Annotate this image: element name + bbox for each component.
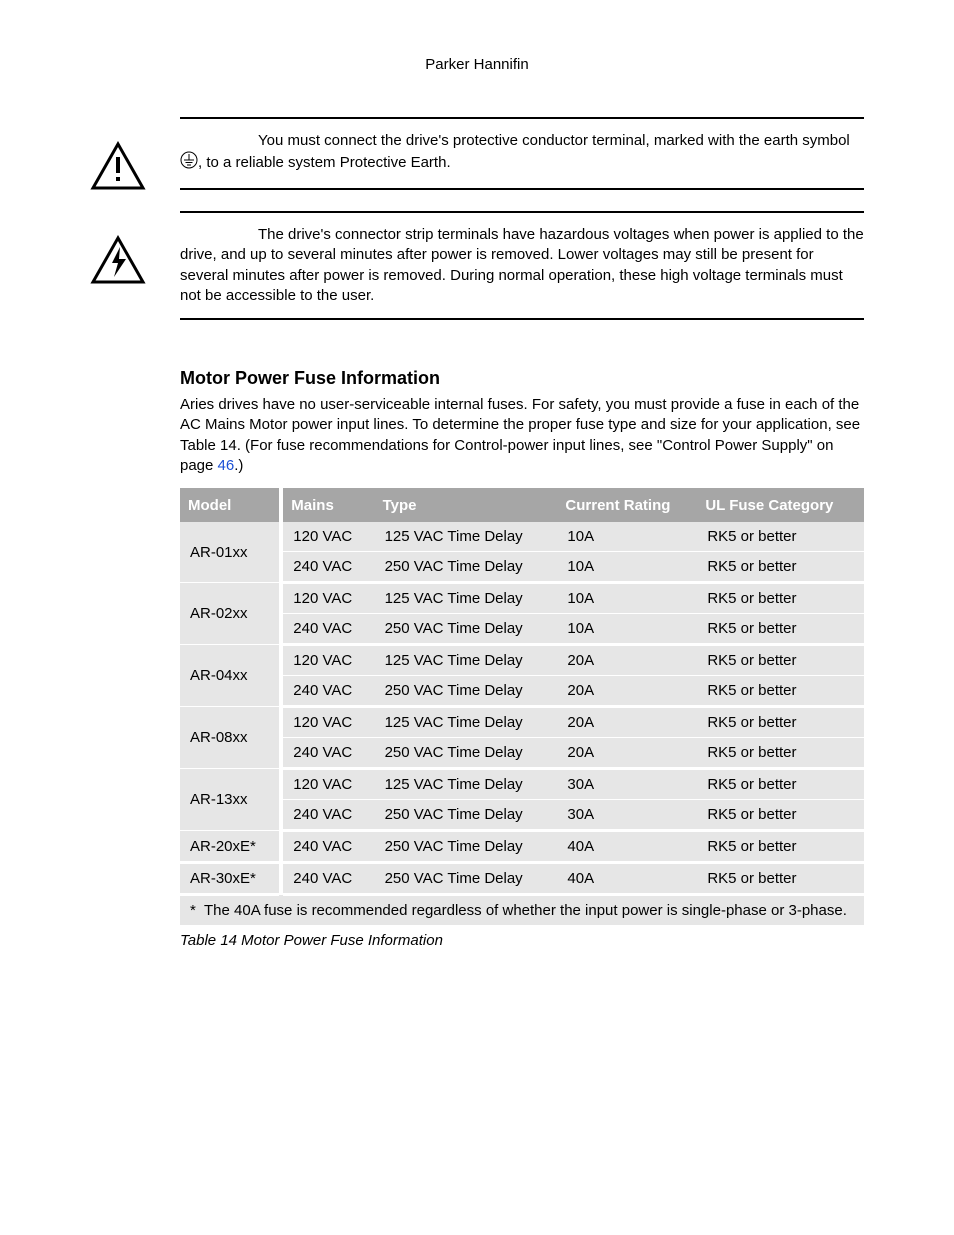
warning-text-body: The drive's connector strip terminals ha… (180, 226, 864, 304)
page-link-46[interactable]: 46 (218, 457, 235, 474)
cell-type: 125 VAC Time Delay (375, 645, 558, 676)
table-caption: Table 14 Motor Power Fuse Information (180, 932, 864, 949)
cell-current: 20A (557, 645, 697, 676)
para-a: Aries drives have no user-serviceable in… (180, 396, 860, 474)
table-row: 240 VAC250 VAC Time Delay30ARK5 or bette… (180, 800, 864, 831)
page-header: Parker Hannifin (90, 56, 864, 73)
cell-mains: 240 VAC (283, 676, 374, 707)
cell-type: 250 VAC Time Delay (375, 738, 558, 769)
section-paragraph: Aries drives have no user-serviceable in… (180, 395, 864, 476)
para-b: .) (234, 457, 243, 474)
table-header-row: Model Mains Type Current Rating UL Fuse … (180, 488, 864, 522)
cell-type: 250 VAC Time Delay (375, 614, 558, 645)
cell-mains: 120 VAC (283, 769, 374, 800)
table-row: 240 VAC250 VAC Time Delay20ARK5 or bette… (180, 676, 864, 707)
page: Parker Hannifin You must connect the dri… (0, 0, 954, 1009)
cell-model: AR-02xx (180, 583, 279, 645)
cell-model: AR-20xE* (180, 831, 279, 863)
cell-mains: 120 VAC (283, 522, 374, 552)
cell-model: AR-30xE* (180, 863, 279, 895)
cell-type: 250 VAC Time Delay (375, 552, 558, 583)
cell-ul: RK5 or better (697, 863, 864, 895)
cell-ul: RK5 or better (697, 522, 864, 552)
cell-model: AR-04xx (180, 645, 279, 707)
table-row: AR-13xx120 VAC125 VAC Time Delay30ARK5 o… (180, 769, 864, 800)
table-row: 240 VAC250 VAC Time Delay10ARK5 or bette… (180, 552, 864, 583)
cell-type: 125 VAC Time Delay (375, 769, 558, 800)
cell-current: 20A (557, 707, 697, 738)
warning-text: The drive's connector strip terminals ha… (180, 211, 864, 320)
cell-mains: 120 VAC (283, 707, 374, 738)
cell-type: 125 VAC Time Delay (375, 707, 558, 738)
table-row: AR-20xE*240 VAC250 VAC Time Delay40ARK5 … (180, 831, 864, 863)
col-current: Current Rating (557, 488, 697, 522)
cell-mains: 120 VAC (283, 645, 374, 676)
warning-protective-earth: You must connect the drive's protective … (90, 117, 864, 195)
warning-text-b: , to a reliable system Protective Earth. (198, 154, 451, 171)
section-heading: Motor Power Fuse Information (180, 368, 864, 389)
cell-type: 125 VAC Time Delay (375, 583, 558, 614)
table-row: 240 VAC250 VAC Time Delay20ARK5 or bette… (180, 738, 864, 769)
table-row: 240 VAC250 VAC Time Delay10ARK5 or bette… (180, 614, 864, 645)
cell-ul: RK5 or better (697, 645, 864, 676)
cell-mains: 240 VAC (283, 614, 374, 645)
warning-text: You must connect the drive's protective … (180, 117, 864, 190)
cell-model: AR-01xx (180, 522, 279, 583)
cell-current: 30A (557, 769, 697, 800)
cell-current: 20A (557, 676, 697, 707)
col-ul: UL Fuse Category (697, 488, 864, 522)
cell-current: 10A (557, 552, 697, 583)
cell-type: 125 VAC Time Delay (375, 522, 558, 552)
table-row: AR-01xx120 VAC125 VAC Time Delay10ARK5 o… (180, 522, 864, 552)
cell-ul: RK5 or better (697, 614, 864, 645)
fuse-table: Model Mains Type Current Rating UL Fuse … (180, 488, 864, 928)
cell-mains: 240 VAC (283, 552, 374, 583)
cell-type: 250 VAC Time Delay (375, 831, 558, 863)
cell-current: 30A (557, 800, 697, 831)
cell-type: 250 VAC Time Delay (375, 863, 558, 895)
warning-text-a: You must connect the drive's protective … (258, 132, 850, 149)
cell-current: 10A (557, 522, 697, 552)
table-row: AR-04xx120 VAC125 VAC Time Delay20ARK5 o… (180, 645, 864, 676)
cell-current: 40A (557, 863, 697, 895)
hazard-icon (90, 211, 180, 289)
cell-ul: RK5 or better (697, 800, 864, 831)
table-row: AR-30xE*240 VAC250 VAC Time Delay40ARK5 … (180, 863, 864, 895)
cell-ul: RK5 or better (697, 583, 864, 614)
cell-ul: RK5 or better (697, 552, 864, 583)
warning-icon (90, 117, 180, 195)
cell-ul: RK5 or better (697, 676, 864, 707)
cell-model: AR-13xx (180, 769, 279, 831)
cell-mains: 120 VAC (283, 583, 374, 614)
cell-mains: 240 VAC (283, 738, 374, 769)
table-footnote-row: *The 40A fuse is recommended regardless … (180, 895, 864, 927)
col-mains: Mains (283, 488, 374, 522)
cell-ul: RK5 or better (697, 831, 864, 863)
earth-symbol-icon (180, 151, 198, 175)
col-model: Model (180, 488, 279, 522)
warning-hazardous-voltage: The drive's connector strip terminals ha… (90, 211, 864, 320)
cell-current: 40A (557, 831, 697, 863)
cell-type: 250 VAC Time Delay (375, 676, 558, 707)
fuse-section: Motor Power Fuse Information Aries drive… (180, 368, 864, 949)
cell-ul: RK5 or better (697, 738, 864, 769)
cell-mains: 240 VAC (283, 800, 374, 831)
table-row: AR-08xx120 VAC125 VAC Time Delay20ARK5 o… (180, 707, 864, 738)
cell-current: 10A (557, 583, 697, 614)
cell-mains: 240 VAC (283, 863, 374, 895)
cell-ul: RK5 or better (697, 769, 864, 800)
cell-model: AR-08xx (180, 707, 279, 769)
cell-type: 250 VAC Time Delay (375, 800, 558, 831)
cell-current: 20A (557, 738, 697, 769)
cell-mains: 240 VAC (283, 831, 374, 863)
table-footnote: *The 40A fuse is recommended regardless … (180, 895, 864, 927)
cell-ul: RK5 or better (697, 707, 864, 738)
col-type: Type (375, 488, 558, 522)
cell-current: 10A (557, 614, 697, 645)
table-row: AR-02xx120 VAC125 VAC Time Delay10ARK5 o… (180, 583, 864, 614)
